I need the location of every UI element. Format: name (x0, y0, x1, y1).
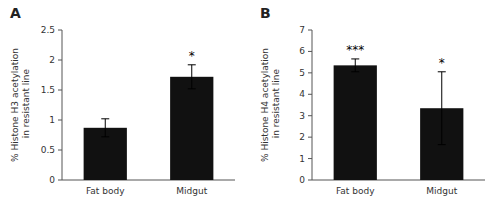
annotation: * (189, 49, 195, 63)
y-tick (58, 150, 62, 151)
y-axis-label: % Histone H4 acetylation in resistant li… (260, 48, 281, 162)
y-tick (308, 51, 312, 52)
error-line (441, 72, 442, 145)
error-cap (438, 71, 446, 72)
x-tick-label: Fat body (336, 186, 375, 196)
y-tick (58, 60, 62, 61)
y-tick-label: 2.5 (41, 25, 55, 35)
chart-root: A 0 0.5 1 1.5 2 2.5 % Histone H3 acetylation in… (0, 0, 500, 219)
x-tick-label: Midgut (426, 186, 457, 196)
y-axis-label-line: % Histone H3 acetylation (10, 48, 20, 162)
panel: B 0 1 2 3 4 5 6 7 % Histone H4 acetylation in res… (260, 5, 485, 196)
y-tick (308, 137, 312, 138)
y-tick-label: 3 (299, 111, 305, 121)
y-tick (58, 180, 62, 181)
y-tick (58, 120, 62, 121)
error-bar (438, 72, 446, 145)
y-tick (308, 180, 312, 181)
error-cap (351, 71, 359, 72)
y-tick (308, 30, 312, 31)
error-cap (188, 64, 196, 65)
y-tick-label: 1.5 (41, 85, 55, 95)
error-cap (101, 136, 109, 137)
error-line (105, 119, 106, 137)
y-axis-label: % Histone H3 acetylation in resistant li… (10, 48, 31, 162)
y-tick-label: 0 (49, 175, 55, 185)
y-tick-label: 2 (49, 55, 55, 65)
y-tick-label: 0.5 (41, 145, 55, 155)
error-bar (101, 119, 109, 137)
y-tick (308, 115, 312, 116)
y-tick-label: 1 (49, 115, 55, 125)
x-tick-label: Midgut (176, 186, 207, 196)
marks (334, 59, 464, 180)
panel-label: B (260, 5, 271, 21)
y-tick (58, 30, 62, 31)
error-cap (101, 118, 109, 119)
panel: A 0 0.5 1 1.5 2 2.5 % Histone H3 acetylation in… (10, 5, 235, 196)
y-tick-label: 4 (299, 89, 305, 99)
error-bar (188, 65, 196, 89)
error-line (191, 65, 192, 89)
y-tick (58, 90, 62, 91)
x-tick-label: Fat body (86, 186, 125, 196)
bar (334, 65, 377, 180)
error-cap (438, 144, 446, 145)
y-axis (62, 30, 63, 180)
y-tick-label: 1 (299, 154, 305, 164)
error-cap (188, 88, 196, 89)
y-tick (308, 72, 312, 73)
y-tick (308, 94, 312, 95)
y-tick-label: 5 (299, 68, 305, 78)
y-tick-label: 2 (299, 132, 305, 142)
y-axis-label-line: in resistant line (271, 68, 281, 141)
error-line (355, 59, 356, 72)
annotation: *** (346, 43, 364, 57)
y-axis-label-line: in resistant line (21, 68, 31, 141)
bar (170, 77, 213, 180)
panel-label: A (10, 5, 21, 21)
y-axis (312, 30, 313, 180)
y-tick (308, 158, 312, 159)
y-axis-label-line: % Histone H4 acetylation (260, 48, 270, 162)
annotation: * (439, 56, 445, 70)
error-cap (351, 58, 359, 59)
y-tick-label: 0 (299, 175, 305, 185)
error-bar (351, 59, 359, 72)
y-tick-label: 6 (299, 46, 305, 56)
marks (84, 65, 214, 180)
y-tick-label: 7 (299, 25, 305, 35)
